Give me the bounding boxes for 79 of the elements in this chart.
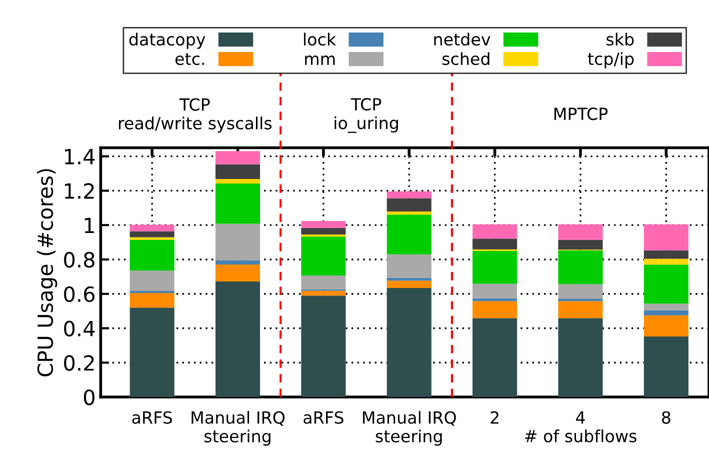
bar (472, 284, 518, 298)
bar (301, 296, 346, 398)
y-tick-label: 1 (84, 218, 94, 234)
bar (472, 224, 518, 239)
bar (215, 281, 260, 398)
bar (301, 290, 346, 296)
bar (644, 250, 688, 259)
bar (472, 298, 518, 302)
bar (558, 301, 603, 318)
text: MPTCP (554, 108, 608, 120)
bar (301, 220, 346, 228)
bar (386, 278, 432, 281)
bar (215, 224, 260, 260)
x-tick-label: 4 (576, 411, 585, 424)
bar (472, 318, 518, 398)
bar (644, 310, 688, 316)
bar (130, 308, 174, 398)
bar (386, 191, 432, 198)
y-tick-label: 1.2 (64, 183, 94, 199)
legend-label: etc. (175, 53, 204, 66)
bar (644, 304, 688, 311)
legend-label: tcp/ip (588, 52, 634, 68)
bar (215, 179, 260, 184)
legend-label: skb (606, 32, 634, 46)
bar (472, 238, 518, 250)
bar (386, 288, 432, 398)
y-tick-label: 1.4 (64, 149, 95, 164)
legend-label: sched (442, 52, 490, 66)
y-tick-label: 0.8 (64, 252, 94, 268)
bar (386, 198, 432, 212)
legend-label: datacopy (129, 32, 206, 49)
y-tick-label: 0 (84, 389, 94, 406)
bar (130, 293, 174, 308)
bar (215, 151, 260, 164)
bar (130, 240, 174, 271)
bar (644, 258, 688, 265)
bar (386, 280, 432, 288)
bar (301, 275, 346, 290)
bar (558, 284, 603, 299)
bar (130, 270, 174, 291)
bar (644, 336, 688, 398)
bar (558, 240, 603, 250)
bar (472, 250, 518, 284)
bar (215, 164, 260, 180)
text: TCP read/write syscalls (118, 98, 272, 133)
y-tick-label: 0.2 (64, 355, 94, 371)
y-tick-label: 0.6 (64, 286, 95, 302)
bar (558, 318, 603, 398)
bar (644, 224, 688, 250)
bar (130, 231, 174, 238)
bar (644, 264, 688, 304)
bar (301, 228, 346, 235)
bar (215, 260, 260, 264)
legend-label: netdev (434, 32, 490, 46)
bar (130, 290, 174, 294)
bar (215, 264, 260, 282)
bar (130, 224, 174, 232)
bar (558, 250, 603, 284)
bar (215, 183, 260, 224)
bar (386, 212, 432, 215)
x-tick-label: aRFS (132, 411, 172, 424)
legend-label: lock (304, 32, 336, 46)
x-tick-label: Manual IRQ steering (192, 410, 285, 446)
x-tick-label: aRFS (304, 411, 344, 424)
x-tick-label: Manual IRQ steering (363, 410, 456, 446)
y-axis-title: CPU Usage (#cores) (36, 169, 58, 376)
y-tick-label: 0.4 (64, 320, 95, 336)
bar (558, 224, 603, 240)
bar (472, 301, 518, 318)
x-tick-label: 2 (490, 411, 498, 424)
bar (301, 236, 346, 276)
bar (558, 298, 603, 302)
x-axis-title: # of subflows (525, 429, 636, 442)
text: TCP io_uring (334, 98, 398, 133)
x-tick-label: 8 (662, 411, 670, 424)
bar (386, 254, 432, 278)
legend-label: mm (305, 56, 335, 65)
bar (644, 315, 688, 337)
bar (386, 214, 432, 254)
